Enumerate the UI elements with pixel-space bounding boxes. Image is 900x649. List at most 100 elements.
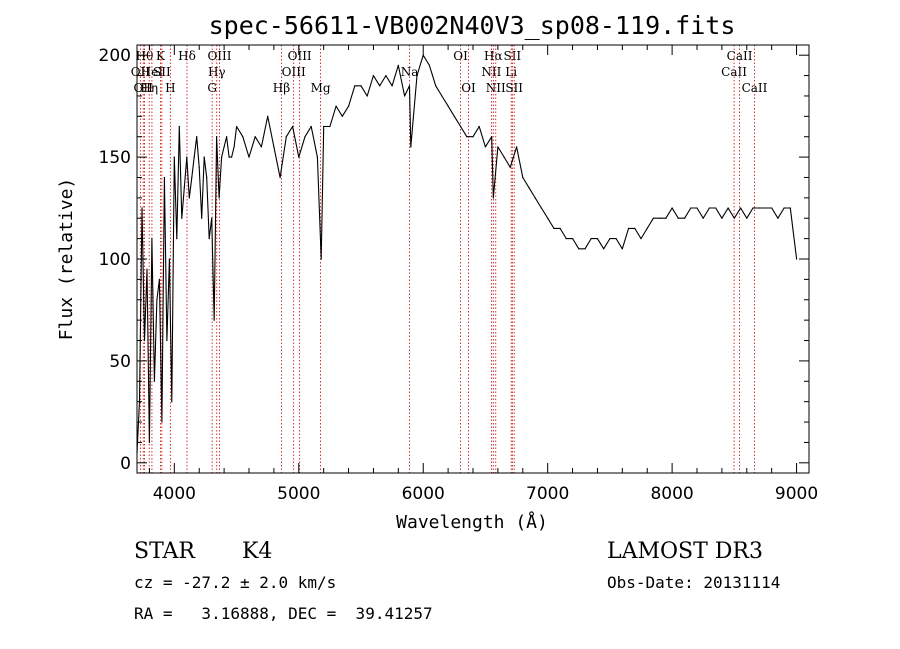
data-point-42 xyxy=(248,156,250,158)
spectral-line-label-17: OI xyxy=(453,49,468,63)
data-point-111 xyxy=(659,217,661,219)
data-point-125 xyxy=(746,217,748,219)
data-point-23 xyxy=(193,156,195,158)
data-point-67 xyxy=(397,64,399,66)
data-point-41 xyxy=(242,136,244,138)
data-point-81 xyxy=(478,125,480,128)
data-point-104 xyxy=(615,238,617,240)
spectral-lines-layer: OII OII Hθ Hη HeI K SII H Hδ G Hγ OIII Hβ OIII OIII Mg N… xyxy=(131,45,768,473)
data-point-44 xyxy=(260,146,262,148)
data-point-65 xyxy=(385,75,387,77)
x-tick-label-3: 7000 xyxy=(526,484,569,504)
data-point-4 xyxy=(146,268,148,270)
data-point-115 xyxy=(684,217,686,219)
data-point-8 xyxy=(156,299,158,301)
data-point-18 xyxy=(181,217,183,219)
data-point-112 xyxy=(665,217,667,219)
spectral-line-label-16: Na xyxy=(401,65,419,79)
data-point-30 xyxy=(211,217,213,219)
spectral-line-label-3: Hη xyxy=(140,81,158,95)
data-point-28 xyxy=(206,176,208,179)
data-point-130 xyxy=(777,217,779,219)
data-point-79 xyxy=(466,136,468,138)
data-point-26 xyxy=(201,217,203,219)
data-point-98 xyxy=(578,248,580,250)
spectral-line-label-12: Hβ xyxy=(273,81,290,95)
data-point-83 xyxy=(491,136,493,138)
spectral-line-label-23: SII xyxy=(503,49,521,63)
series-line-0 xyxy=(136,54,798,453)
plot-frame xyxy=(136,44,810,474)
spectral-line-label-22: Li xyxy=(505,65,517,79)
y-tick-label-3: 150 xyxy=(99,148,131,168)
data-point-20 xyxy=(186,156,188,158)
obs-date: Obs-Date: 20131114 xyxy=(607,573,781,592)
data-point-73 xyxy=(428,64,430,66)
data-point-54 xyxy=(320,258,322,260)
spectral-line-label-11: OIII xyxy=(207,49,231,63)
data-point-86 xyxy=(503,156,505,158)
spectral-line-label-5: K xyxy=(156,49,166,63)
data-point-84 xyxy=(492,197,494,199)
data-point-82 xyxy=(484,146,486,148)
data-point-131 xyxy=(783,207,785,209)
data-point-12 xyxy=(166,339,168,342)
data-point-31 xyxy=(213,319,215,321)
data-point-33 xyxy=(218,197,220,199)
data-point-53 xyxy=(316,156,318,158)
ticks-layer: 4000 5000 6000 7000 8000 9000 0 50 100 150 200 xyxy=(99,45,818,504)
spectral-line-label-2: Hθ xyxy=(136,49,154,63)
data-point-89 xyxy=(522,176,524,179)
data-point-3 xyxy=(143,339,146,342)
redshift-readout: cz = -27.2 ± 2.0 km/s xyxy=(134,573,337,592)
data-point-99 xyxy=(584,248,586,250)
data-point-55 xyxy=(323,125,325,128)
data-point-64 xyxy=(379,85,381,87)
data-point-114 xyxy=(677,217,679,219)
data-point-92 xyxy=(540,207,543,209)
spectral-line-label-9: G xyxy=(207,81,217,95)
data-point-116 xyxy=(690,207,692,209)
data-point-122 xyxy=(727,207,729,209)
data-point-57 xyxy=(335,105,337,107)
data-point-128 xyxy=(764,207,767,209)
spectral-line-label-7: H xyxy=(165,81,175,95)
data-point-15 xyxy=(173,156,175,158)
spectral-line-label-4: HeI xyxy=(141,65,164,79)
data-point-97 xyxy=(572,238,574,240)
data-point-127 xyxy=(758,207,760,209)
object-class: STAR xyxy=(134,539,195,564)
data-point-29 xyxy=(208,238,210,240)
data-point-45 xyxy=(267,115,269,117)
ra-dec-readout: RA = 3.16888, DEC = 39.41257 xyxy=(134,604,433,623)
spectral-line-label-15: Mg xyxy=(311,81,331,95)
data-point-46 xyxy=(273,146,275,148)
data-point-77 xyxy=(453,115,455,117)
data-point-78 xyxy=(460,125,462,128)
data-point-126 xyxy=(752,207,754,209)
data-point-51 xyxy=(304,136,306,138)
data-point-101 xyxy=(596,238,599,240)
spectral-line-label-20: Hα xyxy=(484,49,503,63)
data-point-66 xyxy=(391,85,393,87)
data-point-93 xyxy=(547,217,549,219)
x-tick-label-2: 6000 xyxy=(402,484,445,504)
series-layer xyxy=(136,54,798,454)
data-point-40 xyxy=(236,125,238,128)
spectral-line-label-8: Hδ xyxy=(178,49,196,63)
data-point-43 xyxy=(254,136,256,138)
data-point-47 xyxy=(279,176,281,179)
data-point-16 xyxy=(176,238,178,240)
data-point-133 xyxy=(796,258,798,260)
spectral-line-label-24: SII xyxy=(505,81,523,95)
spectral-line-label-14: OIII xyxy=(288,49,312,63)
data-point-69 xyxy=(408,85,411,87)
y-tick-label-1: 50 xyxy=(109,352,131,372)
data-point-2 xyxy=(141,207,143,209)
x-tick-label-0: 4000 xyxy=(153,484,196,504)
data-point-61 xyxy=(360,85,362,87)
data-point-113 xyxy=(671,207,673,209)
data-point-80 xyxy=(472,136,474,138)
data-point-35 xyxy=(223,146,225,148)
x-tick-label-4: 8000 xyxy=(650,484,693,504)
